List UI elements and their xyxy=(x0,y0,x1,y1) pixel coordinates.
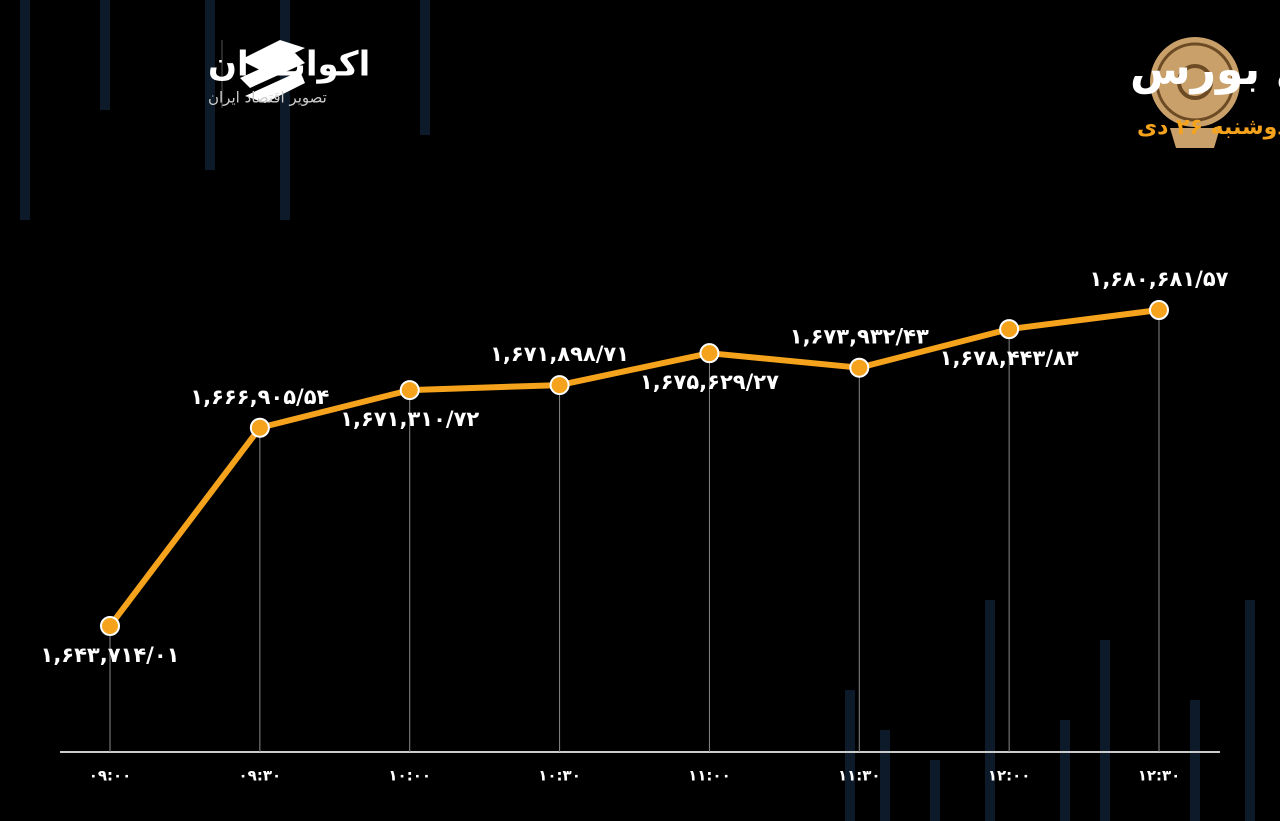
data-point xyxy=(1149,300,1169,320)
value-label: ۱,۶۷۳,۹۳۲/۴۳ xyxy=(790,325,929,349)
x-tick-label: ۱۱:۳۰ xyxy=(838,767,881,785)
x-tick-label: ۱۱:۰۰ xyxy=(688,767,731,785)
index-line xyxy=(107,307,1160,628)
x-tick-label: ۰۹:۳۰ xyxy=(239,767,282,785)
x-tick-label: ۱۲:۳۰ xyxy=(1138,767,1181,785)
brand-name: اکوایــران xyxy=(208,45,370,85)
data-point xyxy=(699,343,720,364)
x-tick-label: ۱۰:۳۰ xyxy=(538,767,581,785)
chart-subtitle: دوشنبه ۲۶ دی xyxy=(1137,115,1280,140)
data-point xyxy=(999,319,1020,340)
value-label: ۱,۶۷۸,۴۴۳/۸۳ xyxy=(940,346,1079,370)
data-point xyxy=(249,417,270,438)
value-label: ۱,۶۶۶,۹۰۵/۵۴ xyxy=(190,385,329,409)
x-tick-label: ۱۰:۰۰ xyxy=(388,767,431,785)
data-point xyxy=(399,380,420,401)
chart-title: روند شاخص کل بورس xyxy=(1130,44,1280,95)
data-point xyxy=(549,375,570,396)
value-label: ۱,۶۷۱,۳۱۰/۷۲ xyxy=(340,407,479,431)
brand-tagline: تصویر اقتصاد ایران xyxy=(208,89,327,107)
value-label: ۱,۶۷۱,۸۹۸/۷۱ xyxy=(490,342,629,366)
emblem xyxy=(1150,37,1240,148)
value-label: ۱,۶۸۰,۶۸۱/۵۷ xyxy=(1090,267,1229,291)
data-point xyxy=(849,357,870,378)
background-bars xyxy=(20,0,1255,821)
data-point xyxy=(100,616,120,636)
x-tick-label: ۱۲:۰۰ xyxy=(988,767,1031,785)
value-label: ۱,۶۷۵,۶۲۹/۲۷ xyxy=(640,370,779,394)
x-tick-label: ۰۹:۰۰ xyxy=(89,767,132,785)
brand-logo xyxy=(240,40,305,103)
value-label: ۱,۶۴۳,۷۱۴/۰۱ xyxy=(41,643,180,667)
